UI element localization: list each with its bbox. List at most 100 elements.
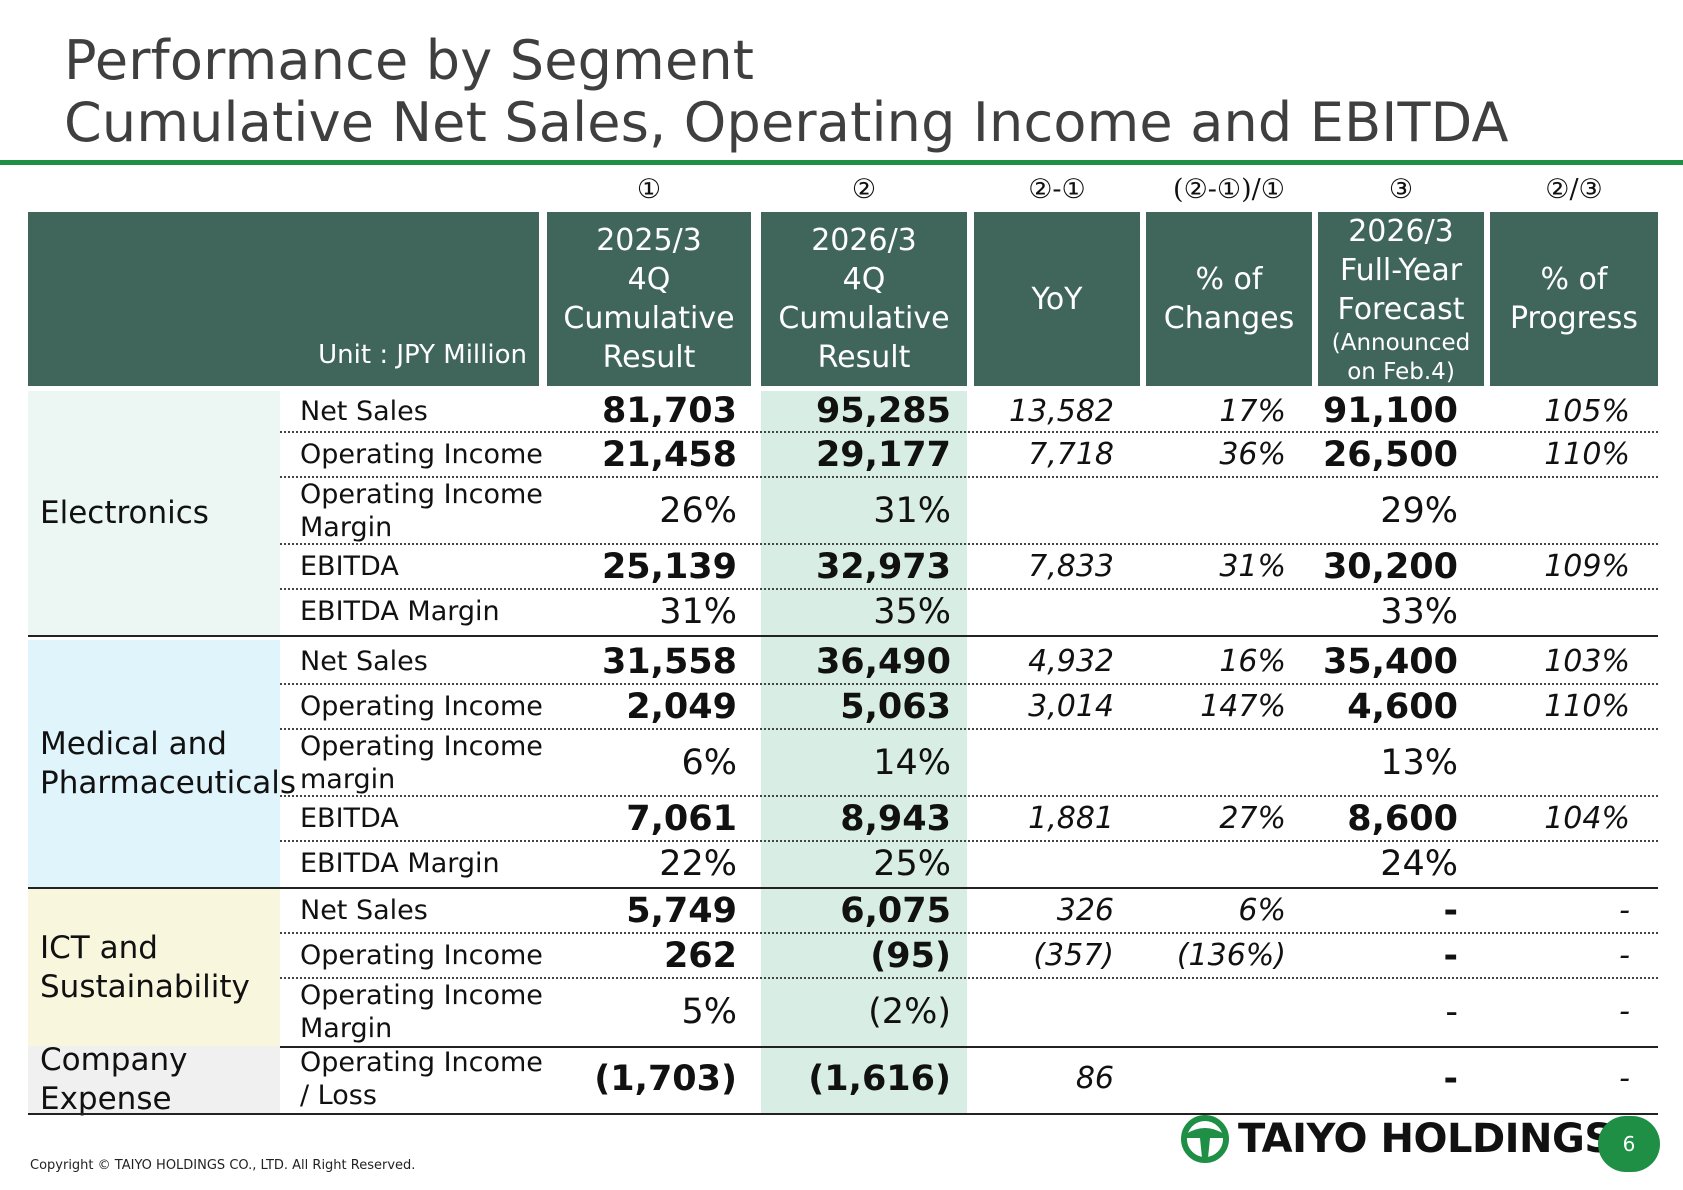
highlight-column (761, 391, 967, 1113)
company-logo: TAIYO HOLDINGS (1180, 1114, 1613, 1164)
cell-fc: 8,600 (1347, 798, 1458, 839)
table-row: Operating Income Margin 5% (2%) - - (280, 979, 1658, 1044)
cell-chg: 16% (1219, 644, 1286, 679)
row-label: Operating Income margin (300, 730, 543, 795)
cell-chg (1146, 842, 1286, 885)
cell-r2: 35% (873, 591, 951, 632)
page-number: 6 (1598, 1116, 1660, 1172)
header-text: 4Q (627, 262, 671, 297)
cell-chg (1146, 478, 1286, 543)
header-subtext: (Announced (1331, 329, 1471, 356)
cell-yoy: 7,833 (1028, 549, 1114, 584)
table-row: Net Sales 5,749 6,075 326 6% - - (280, 889, 1658, 934)
header-subtext: on Feb.4) (1347, 358, 1455, 385)
cell-r2: 5,063 (840, 686, 951, 727)
cell-prog: 104% (1544, 801, 1630, 836)
cell-fc: 4,600 (1347, 686, 1458, 727)
column-markers: ① ② ②-① (②-①)/① ③ ②/③ (0, 170, 1683, 210)
marker-col6: ②/③ (1545, 174, 1603, 205)
table-row: Operating Income 2,049 5,063 3,014 147% 4,600… (280, 685, 1658, 730)
cell-fc: 30,200 (1322, 546, 1458, 587)
header-text: Cumulative (563, 301, 735, 336)
cell-fc: 26,500 (1322, 434, 1458, 475)
cell-r2: (1,616) (808, 1058, 951, 1099)
marker-col3: ②-① (1028, 174, 1086, 205)
row-label: Net Sales (300, 395, 428, 427)
row-label: EBITDA Margin (300, 848, 500, 879)
row-label: EBITDA (300, 551, 399, 582)
row-label: Operating Income / Loss (300, 1046, 543, 1111)
header-text: Result (817, 340, 911, 375)
cell-r1: 7,061 (626, 798, 737, 839)
segment-name: Company Expense (40, 1041, 188, 1117)
cell-r1: 31% (659, 591, 737, 632)
segment-divider (28, 635, 1658, 637)
cell-prog: 110% (1544, 437, 1630, 472)
cell-yoy (974, 842, 1114, 885)
segment-2-label-cell: ICT and Sustainability (28, 889, 280, 1046)
title-divider (0, 160, 1683, 165)
cell-chg: 147% (1200, 689, 1286, 724)
table-row: Net Sales 31,558 36,490 4,932 16% 35,400 103% (280, 640, 1658, 685)
header-text: Changes (1163, 301, 1295, 336)
header-text: Result (602, 340, 696, 375)
marker-col1: ① (636, 174, 662, 205)
cell-r1: 31,558 (601, 641, 737, 682)
segment-name: Medical and Pharmaceuticals (40, 725, 297, 801)
cell-chg: 27% (1219, 801, 1286, 836)
segment-divider (28, 887, 1658, 889)
cell-fc: - (1443, 935, 1458, 976)
cell-r2: (2%) (868, 991, 951, 1032)
cell-r2: 32,973 (815, 546, 951, 587)
cell-prog: 109% (1544, 549, 1630, 584)
cell-r1: 5,749 (626, 890, 737, 931)
page-title: Performance by Segment Cumulative Net Sa… (64, 30, 1509, 154)
cell-yoy: 326 (1056, 893, 1114, 928)
row-label: Net Sales (300, 646, 428, 677)
marker-col4: (②-①)/① (1173, 174, 1285, 205)
cell-r1: 25,139 (601, 546, 737, 587)
header-text: 2025/3 (596, 223, 702, 258)
cell-r2: 8,943 (840, 798, 951, 839)
cell-r1: 5% (681, 991, 737, 1032)
cell-fc: 35,400 (1322, 641, 1458, 682)
cell-prog: 105% (1544, 393, 1630, 429)
cell-chg: 36% (1219, 437, 1286, 472)
cell-yoy: 13,582 (1009, 393, 1114, 429)
table-row: Operating Income Margin 26% 31% 29% (280, 478, 1658, 545)
cell-yoy (974, 590, 1114, 633)
cell-prog: - (1619, 893, 1630, 928)
cell-r2: 36,490 (815, 641, 951, 682)
segment-divider (28, 1113, 1658, 1115)
cell-yoy: 1,881 (1028, 801, 1114, 836)
cell-prog: - (1619, 994, 1630, 1029)
title-line-2: Cumulative Net Sales, Operating Income a… (64, 91, 1509, 154)
table-row: Operating Income / Loss (1,703) (1,616) 86 -… (280, 1046, 1658, 1111)
cell-yoy: 86 (1075, 1061, 1114, 1096)
cell-r1: 2,049 (626, 686, 737, 727)
row-label: Net Sales (300, 895, 428, 926)
cell-chg (1146, 590, 1286, 633)
cell-chg: 17% (1219, 393, 1286, 429)
table-row: EBITDA 7,061 8,943 1,881 27% 8,600 104% (280, 797, 1658, 842)
row-label: Operating Income (300, 439, 543, 470)
cell-yoy: 3,014 (1028, 689, 1114, 724)
cell-yoy: (357) (1033, 938, 1114, 973)
marker-col2: ② (851, 174, 877, 205)
cell-prog (1490, 590, 1630, 633)
cell-r1: 26% (659, 490, 737, 531)
cell-prog (1490, 478, 1630, 543)
cell-chg: 6% (1238, 893, 1286, 928)
header-text: Cumulative (778, 301, 950, 336)
header-text: % of (1540, 262, 1608, 297)
segment-1-label-cell: Medical and Pharmaceuticals (28, 640, 296, 887)
cell-fc: 33% (1380, 591, 1458, 632)
row-label: EBITDA Margin (300, 596, 500, 627)
table-row: Operating Income margin 6% 14% 13% (280, 730, 1658, 797)
cell-chg (1146, 730, 1286, 795)
logo-text: TAIYO HOLDINGS (1238, 1116, 1613, 1162)
marker-col5: ③ (1388, 174, 1414, 205)
cell-chg: (136%) (1176, 938, 1286, 973)
cell-fc: - (1443, 1058, 1458, 1099)
cell-fc: 13% (1380, 742, 1458, 783)
